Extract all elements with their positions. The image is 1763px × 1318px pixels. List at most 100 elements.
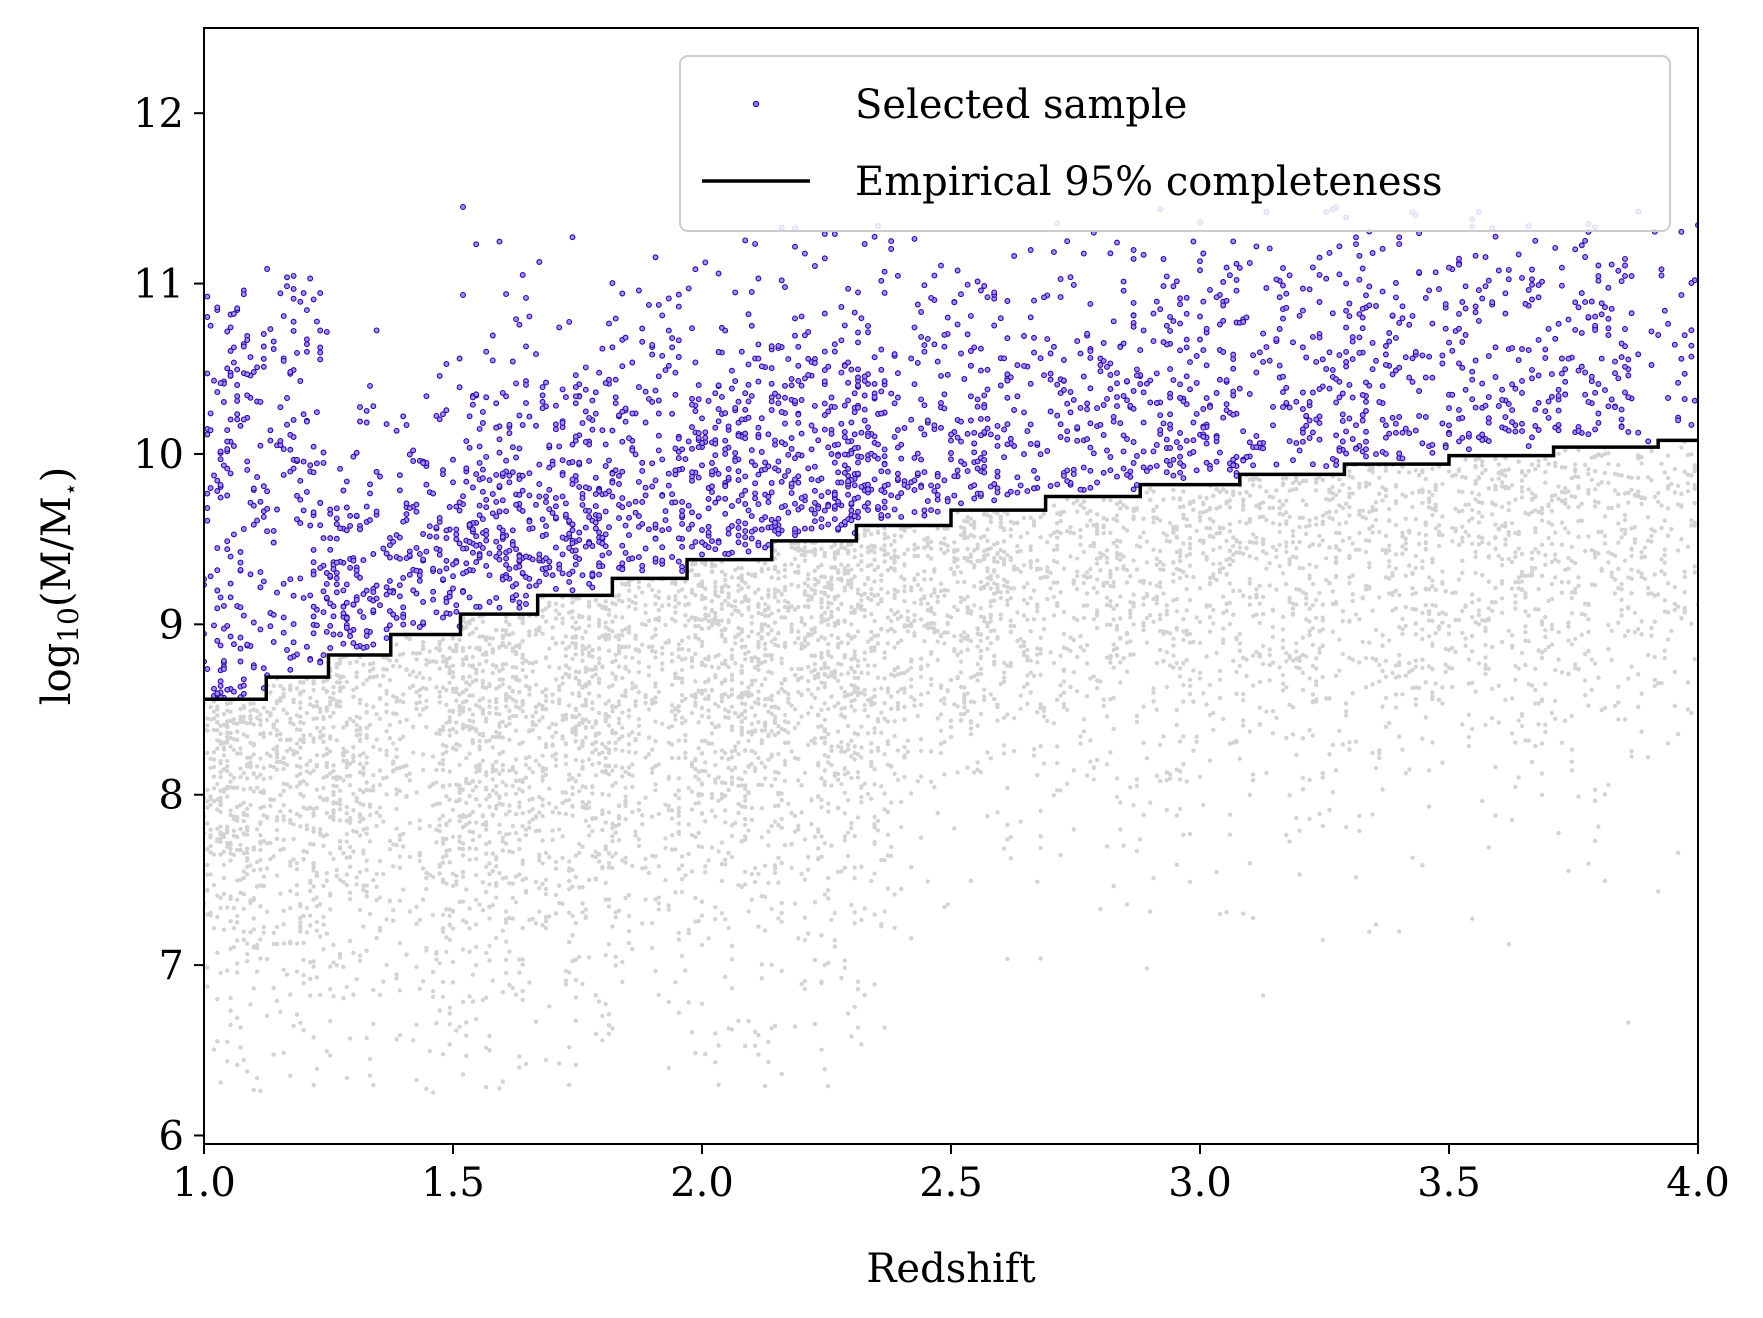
gray-point <box>513 900 519 905</box>
gray-point <box>749 761 754 767</box>
gray-point <box>517 645 522 650</box>
gray-point <box>1071 670 1077 675</box>
gray-point <box>580 717 585 722</box>
gray-point <box>656 615 661 621</box>
gray-point <box>932 590 937 595</box>
gray-point <box>1141 620 1146 625</box>
gray-point <box>1509 645 1515 650</box>
gray-point <box>1596 675 1601 680</box>
gray-point <box>1546 644 1551 650</box>
gray-point <box>1267 560 1272 566</box>
gray-point <box>364 760 369 766</box>
gray-point <box>324 751 329 757</box>
gray-point <box>487 882 492 887</box>
gray-point <box>719 628 725 633</box>
gray-point <box>829 544 834 550</box>
gray-point <box>1612 471 1618 476</box>
gray-point <box>470 719 476 724</box>
gray-point <box>1413 517 1419 522</box>
gray-point <box>454 689 459 695</box>
gray-point <box>251 701 256 706</box>
gray-point <box>1104 595 1110 600</box>
gray-point <box>1250 613 1256 619</box>
gray-point <box>869 532 874 537</box>
gray-point <box>968 699 974 704</box>
gray-point <box>739 729 744 734</box>
gray-point <box>1589 582 1595 587</box>
gray-point <box>550 721 555 727</box>
gray-point <box>1131 622 1136 627</box>
gray-point <box>885 567 891 573</box>
gray-point <box>719 796 725 801</box>
gray-point <box>258 1088 263 1094</box>
gray-point <box>1367 565 1372 570</box>
gray-point <box>1636 627 1641 632</box>
gray-point <box>381 979 386 984</box>
gray-point <box>862 650 867 655</box>
gray-point <box>1277 530 1282 535</box>
gray-point <box>480 652 486 657</box>
gray-point <box>288 686 293 691</box>
gray-point <box>1131 652 1136 657</box>
gray-point <box>769 704 774 710</box>
gray-point <box>414 921 419 926</box>
gray-point <box>507 694 512 700</box>
gray-point <box>1493 600 1498 605</box>
gray-point <box>334 672 339 678</box>
gray-point <box>826 605 831 610</box>
gray-point <box>596 999 602 1004</box>
gray-point <box>752 590 758 595</box>
gray-point <box>1649 527 1654 532</box>
gray-point <box>862 781 867 786</box>
gray-point <box>852 757 857 762</box>
gray-point <box>1347 655 1352 660</box>
gray-point <box>520 660 525 666</box>
gray-point <box>1324 511 1329 516</box>
gray-point <box>1307 816 1312 821</box>
gray-point <box>550 625 555 630</box>
gray-point <box>822 962 827 968</box>
gray-point <box>367 722 373 728</box>
gray-point <box>507 768 512 773</box>
gray-point <box>879 599 884 604</box>
gray-point <box>733 604 738 610</box>
gray-point <box>537 828 542 833</box>
gray-point <box>1224 538 1229 544</box>
gray-point <box>1207 629 1213 634</box>
gray-point <box>205 887 210 892</box>
gray-point <box>610 1026 615 1031</box>
gray-point <box>669 651 675 657</box>
gray-point <box>1151 876 1156 881</box>
gray-point <box>1586 861 1591 866</box>
gray-point <box>1420 627 1425 632</box>
gray-point <box>932 626 937 631</box>
gray-point <box>739 719 744 724</box>
gray-point <box>703 1051 708 1057</box>
gray-point <box>411 750 416 755</box>
gray-point <box>995 574 1000 579</box>
gray-point <box>739 732 744 737</box>
gray-point <box>487 872 492 877</box>
gray-point <box>580 648 585 653</box>
gray-point <box>679 692 685 698</box>
gray-point <box>573 732 578 737</box>
gray-point <box>394 711 399 717</box>
gray-point <box>527 820 532 825</box>
gray-point <box>1473 689 1478 694</box>
gray-point <box>630 809 635 815</box>
gray-point <box>450 834 456 839</box>
gray-point <box>1267 652 1272 658</box>
gray-point <box>414 964 419 970</box>
gray-point <box>835 593 841 599</box>
gray-point <box>563 982 569 987</box>
gray-point <box>1423 532 1429 538</box>
gray-point <box>1337 547 1342 553</box>
gray-point <box>995 702 1000 707</box>
gray-point <box>1679 616 1684 621</box>
gray-point <box>1307 523 1312 528</box>
gray-point <box>733 641 738 646</box>
gray-point <box>1483 625 1488 630</box>
gray-point <box>434 957 439 962</box>
gray-point <box>1277 542 1282 548</box>
gray-point <box>686 851 691 857</box>
